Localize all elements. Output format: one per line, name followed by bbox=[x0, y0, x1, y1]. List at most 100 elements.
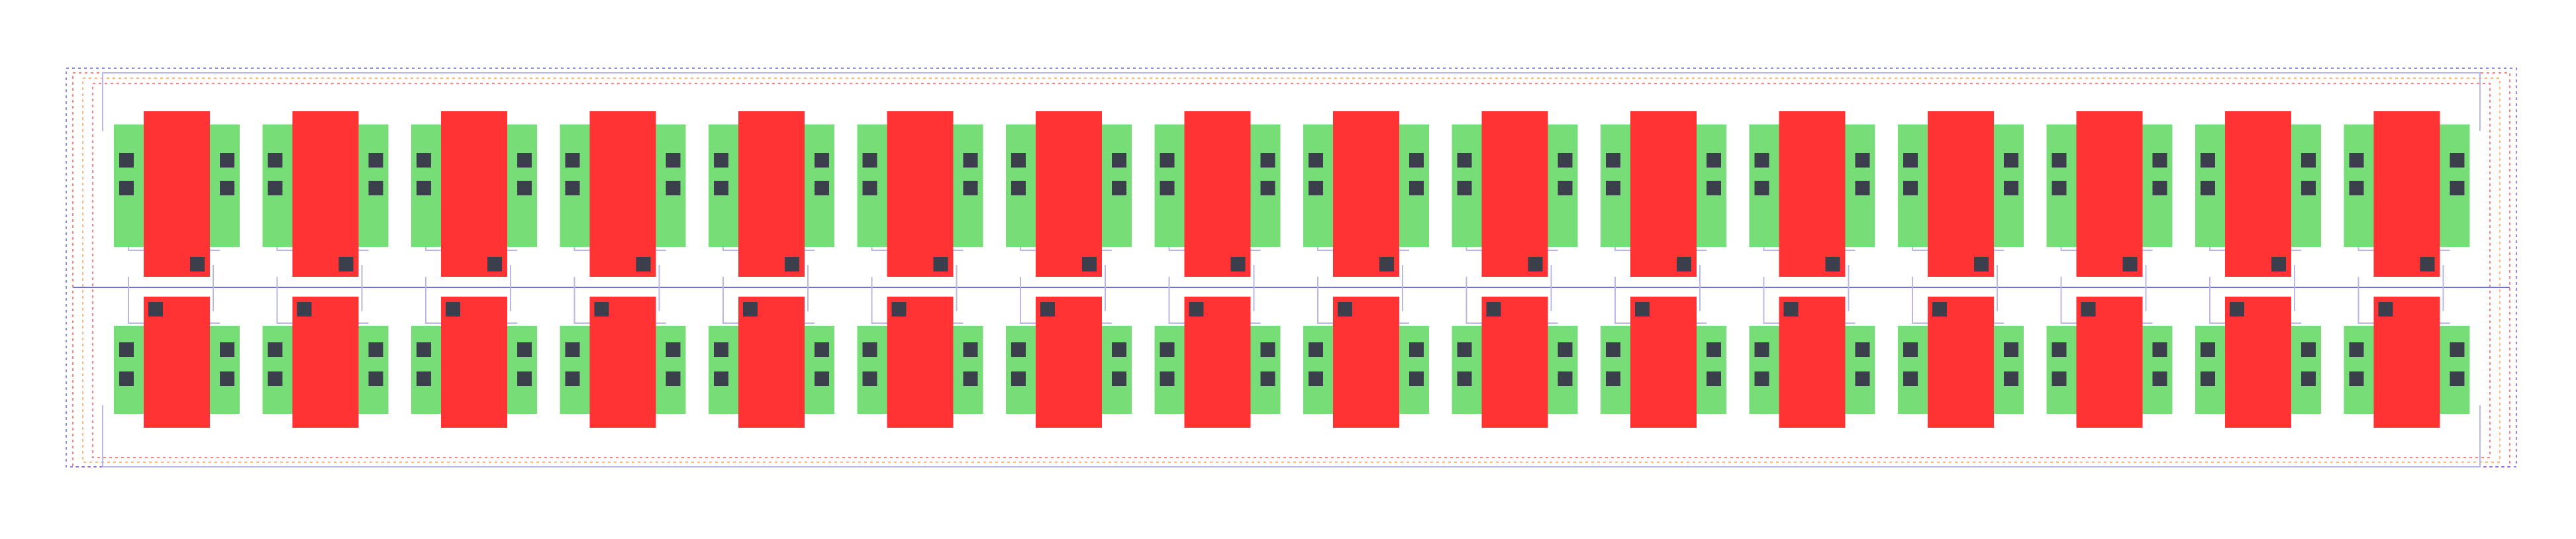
diffusion-contact bbox=[268, 153, 283, 168]
diffusion-contact bbox=[119, 342, 134, 357]
diffusion-contact bbox=[417, 181, 431, 195]
diffusion-contact bbox=[1755, 181, 1769, 195]
diffusion-contact bbox=[369, 181, 383, 195]
diffusion-contact bbox=[1309, 181, 1323, 195]
diffusion-contact bbox=[1903, 342, 1918, 357]
diffusion-contact bbox=[1458, 181, 1472, 195]
gate-contact bbox=[2379, 302, 2393, 317]
diffusion-contact bbox=[2201, 342, 2215, 357]
poly-gate bbox=[2225, 111, 2291, 277]
diffusion-contact bbox=[517, 181, 532, 195]
diffusion-contact bbox=[964, 153, 978, 168]
diffusion-contact bbox=[369, 371, 383, 386]
diffusion-contact bbox=[417, 342, 431, 357]
diffusion-contact bbox=[2201, 153, 2215, 168]
poly-gate bbox=[1036, 111, 1102, 277]
diffusion-contact bbox=[1707, 342, 1721, 357]
diffusion-contact bbox=[517, 153, 532, 168]
gate-contact bbox=[1784, 302, 1799, 317]
diffusion-contact bbox=[1409, 181, 1424, 195]
diffusion-contact bbox=[2153, 371, 2167, 386]
diffusion-contact bbox=[1160, 342, 1175, 357]
diffusion-contact bbox=[666, 153, 681, 168]
gate-contact bbox=[2230, 302, 2244, 317]
diffusion-contact bbox=[119, 153, 134, 168]
diffusion-contact bbox=[2052, 153, 2067, 168]
diffusion-contact bbox=[119, 181, 134, 195]
gate-contact bbox=[2081, 302, 2096, 317]
poly-gate bbox=[1928, 111, 1994, 277]
diffusion-contact bbox=[666, 371, 681, 386]
diffusion-contact bbox=[1707, 371, 1721, 386]
gate-contact bbox=[2123, 257, 2138, 271]
diffusion-contact bbox=[1261, 153, 1275, 168]
diffusion-contact bbox=[2004, 153, 2018, 168]
transistor-array bbox=[114, 111, 2470, 428]
diffusion-contact bbox=[1011, 371, 1026, 386]
poly-gate bbox=[1185, 111, 1251, 277]
gate-contact bbox=[1826, 257, 1840, 271]
diffusion-contact bbox=[1112, 371, 1126, 386]
diffusion-contact bbox=[517, 371, 532, 386]
diffusion-contact bbox=[1558, 181, 1573, 195]
diffusion-contact bbox=[815, 153, 829, 168]
diffusion-contact bbox=[566, 342, 580, 357]
diffusion-contact bbox=[1309, 342, 1323, 357]
gate-contact bbox=[934, 257, 948, 271]
diffusion-contact bbox=[1856, 371, 1870, 386]
diffusion-contact bbox=[220, 153, 234, 168]
gate-contact bbox=[2420, 257, 2435, 271]
diffusion-contact bbox=[2450, 342, 2465, 357]
diffusion-contact bbox=[2350, 153, 2364, 168]
diffusion-contact bbox=[1011, 153, 1026, 168]
diffusion-contact bbox=[863, 371, 877, 386]
diffusion-contact bbox=[268, 371, 283, 386]
diffusion-contact bbox=[2153, 181, 2167, 195]
gate-contact bbox=[1379, 257, 1394, 271]
poly-gate bbox=[590, 111, 656, 277]
diffusion-contact bbox=[1160, 153, 1175, 168]
diffusion-contact bbox=[714, 342, 728, 357]
gate-contact bbox=[148, 302, 163, 317]
gate-contact bbox=[1974, 257, 1989, 271]
diffusion-contact bbox=[1606, 153, 1620, 168]
diffusion-contact bbox=[964, 371, 978, 386]
diffusion-contact bbox=[863, 153, 877, 168]
diffusion-contact bbox=[1856, 342, 1870, 357]
diffusion-contact bbox=[566, 153, 580, 168]
diffusion-contact bbox=[2301, 153, 2316, 168]
diffusion-contact bbox=[1606, 342, 1620, 357]
diffusion-contact bbox=[2153, 342, 2167, 357]
gate-contact bbox=[339, 257, 354, 271]
gate-contact bbox=[190, 257, 205, 271]
diffusion-contact bbox=[1903, 153, 1918, 168]
diffusion-contact bbox=[1606, 371, 1620, 386]
gate-contact bbox=[892, 302, 907, 317]
diffusion-contact bbox=[369, 153, 383, 168]
diffusion-contact bbox=[2301, 181, 2316, 195]
diffusion-contact bbox=[1409, 371, 1424, 386]
diffusion-contact bbox=[1458, 371, 1472, 386]
diffusion-contact bbox=[2201, 371, 2215, 386]
diffusion-contact bbox=[1011, 342, 1026, 357]
diffusion-contact bbox=[1458, 153, 1472, 168]
diffusion-contact bbox=[964, 342, 978, 357]
diffusion-contact bbox=[1458, 342, 1472, 357]
diffusion-contact bbox=[1309, 371, 1323, 386]
diffusion-contact bbox=[815, 342, 829, 357]
diffusion-contact bbox=[964, 181, 978, 195]
diffusion-contact bbox=[2450, 181, 2465, 195]
poly-gate bbox=[144, 111, 210, 277]
gate-contact bbox=[1932, 302, 1947, 317]
diffusion-contact bbox=[1707, 181, 1721, 195]
diffusion-contact bbox=[714, 371, 728, 386]
diffusion-contact bbox=[815, 371, 829, 386]
diffusion-contact bbox=[220, 342, 234, 357]
gate-contact bbox=[1040, 302, 1055, 317]
diffusion-contact bbox=[369, 342, 383, 357]
diffusion-contact bbox=[417, 371, 431, 386]
gate-contact bbox=[1487, 302, 1501, 317]
diffusion-contact bbox=[2301, 342, 2316, 357]
gate-contact bbox=[1528, 257, 1543, 271]
